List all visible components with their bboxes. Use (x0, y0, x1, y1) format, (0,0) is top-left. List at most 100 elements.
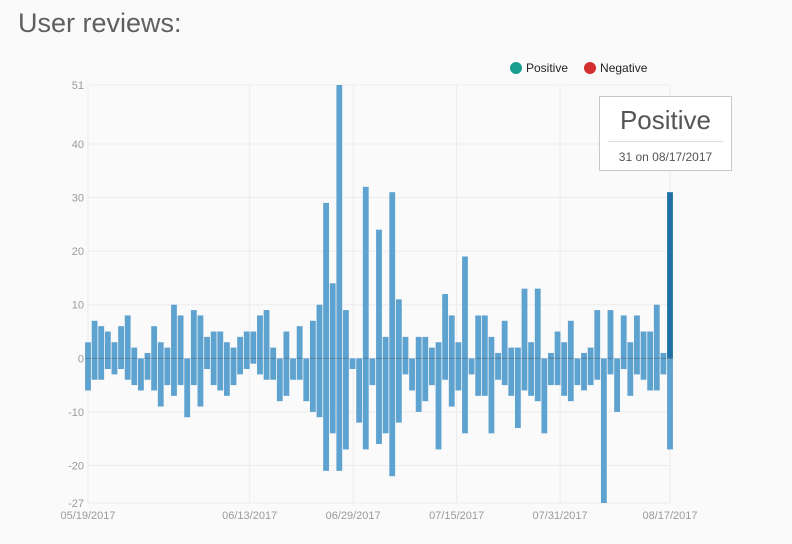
bar-positive[interactable] (660, 352, 667, 359)
bar-positive[interactable] (395, 299, 402, 359)
bar-positive[interactable] (567, 320, 574, 359)
bar-negative[interactable] (118, 358, 124, 370)
bar-negative[interactable] (356, 358, 363, 423)
bar-positive[interactable] (336, 85, 343, 359)
bar-negative[interactable] (91, 358, 98, 380)
bar-negative[interactable] (151, 358, 158, 391)
bar-negative[interactable] (495, 358, 501, 380)
bar-positive[interactable] (190, 310, 197, 359)
bar-negative[interactable] (204, 358, 210, 370)
bar-negative[interactable] (422, 358, 429, 402)
bar-negative[interactable] (660, 358, 667, 375)
bar-negative[interactable] (541, 358, 548, 434)
bar-positive[interactable] (667, 192, 673, 359)
bar-positive[interactable] (640, 331, 647, 359)
bar-negative[interactable] (124, 358, 131, 380)
bar-negative[interactable] (554, 358, 561, 386)
bar-positive[interactable] (389, 192, 396, 359)
bar-negative[interactable] (157, 358, 164, 407)
bar-negative[interactable] (501, 358, 508, 386)
bar-positive[interactable] (561, 342, 568, 359)
bar-positive[interactable] (514, 347, 521, 359)
bar-positive[interactable] (415, 336, 422, 359)
bar-negative[interactable] (164, 358, 171, 386)
bar-negative[interactable] (528, 358, 535, 396)
bar-positive[interactable] (521, 288, 528, 359)
legend-item-negative[interactable]: Negative (584, 61, 647, 75)
bar-positive[interactable] (144, 352, 151, 359)
bar-negative[interactable] (283, 358, 290, 396)
bar-negative[interactable] (521, 358, 528, 391)
bar-positive[interactable] (91, 320, 98, 359)
bar-negative[interactable] (98, 358, 105, 380)
bar-positive[interactable] (554, 331, 561, 359)
bar-negative[interactable] (329, 358, 336, 434)
bar-positive[interactable] (250, 331, 257, 359)
bar-negative[interactable] (171, 358, 177, 396)
bar-positive[interactable] (171, 304, 177, 359)
bar-negative[interactable] (104, 358, 111, 370)
bar-negative[interactable] (137, 358, 144, 391)
bar-negative[interactable] (217, 358, 224, 391)
bar-negative[interactable] (508, 358, 515, 396)
bar-negative[interactable] (634, 358, 640, 375)
bar-negative[interactable] (237, 358, 244, 375)
bar-positive[interactable] (534, 288, 541, 359)
bar-negative[interactable] (442, 358, 449, 380)
bar-negative[interactable] (647, 358, 654, 391)
bar-negative[interactable] (323, 358, 330, 471)
bar-positive[interactable] (647, 331, 654, 359)
bar-negative[interactable] (607, 358, 614, 375)
bar-positive[interactable] (481, 315, 488, 359)
bar-negative[interactable] (223, 358, 230, 396)
bar-positive[interactable] (508, 347, 515, 359)
bar-positive[interactable] (124, 315, 131, 359)
bar-positive[interactable] (237, 336, 244, 359)
bar-positive[interactable] (263, 310, 270, 359)
bar-positive[interactable] (197, 315, 204, 359)
bar-positive[interactable] (283, 331, 290, 359)
bar-negative[interactable] (369, 358, 376, 386)
bar-negative[interactable] (653, 358, 660, 391)
bar-negative[interactable] (435, 358, 442, 450)
bar-positive[interactable] (223, 342, 230, 359)
bar-negative[interactable] (382, 358, 389, 434)
bar-negative[interactable] (594, 358, 601, 380)
bar-positive[interactable] (118, 326, 124, 359)
bar-negative[interactable] (316, 358, 323, 418)
bar-positive[interactable] (442, 294, 449, 359)
bar-positive[interactable] (548, 352, 554, 359)
bar-negative[interactable] (197, 358, 204, 407)
bar-positive[interactable] (98, 326, 105, 359)
bar-negative[interactable] (627, 358, 634, 396)
bar-negative[interactable] (362, 358, 369, 450)
bar-positive[interactable] (243, 331, 250, 359)
bar-negative[interactable] (389, 358, 396, 477)
bar-positive[interactable] (217, 331, 224, 359)
bar-positive[interactable] (382, 336, 389, 359)
bar-positive[interactable] (316, 304, 323, 359)
bar-positive[interactable] (455, 342, 462, 359)
bar-positive[interactable] (164, 347, 171, 359)
bar-positive[interactable] (177, 315, 184, 359)
bar-negative[interactable] (144, 358, 151, 380)
bar-negative[interactable] (587, 358, 594, 386)
bar-positive[interactable] (462, 256, 468, 359)
bar-negative[interactable] (343, 358, 349, 450)
bar-negative[interactable] (250, 358, 257, 364)
bar-positive[interactable] (653, 304, 660, 359)
bar-negative[interactable] (111, 358, 118, 375)
bar-positive[interactable] (270, 347, 277, 359)
bar-negative[interactable] (574, 358, 581, 386)
bar-negative[interactable] (409, 358, 415, 391)
bar-negative[interactable] (462, 358, 468, 434)
bar-negative[interactable] (455, 358, 462, 391)
bar-positive[interactable] (422, 336, 429, 359)
bar-positive[interactable] (594, 310, 601, 359)
bar-positive[interactable] (528, 342, 535, 359)
bar-negative[interactable] (303, 358, 310, 402)
bar-negative[interactable] (614, 358, 621, 412)
bar-positive[interactable] (111, 342, 118, 359)
bar-positive[interactable] (634, 315, 640, 359)
bar-positive[interactable] (151, 326, 158, 359)
